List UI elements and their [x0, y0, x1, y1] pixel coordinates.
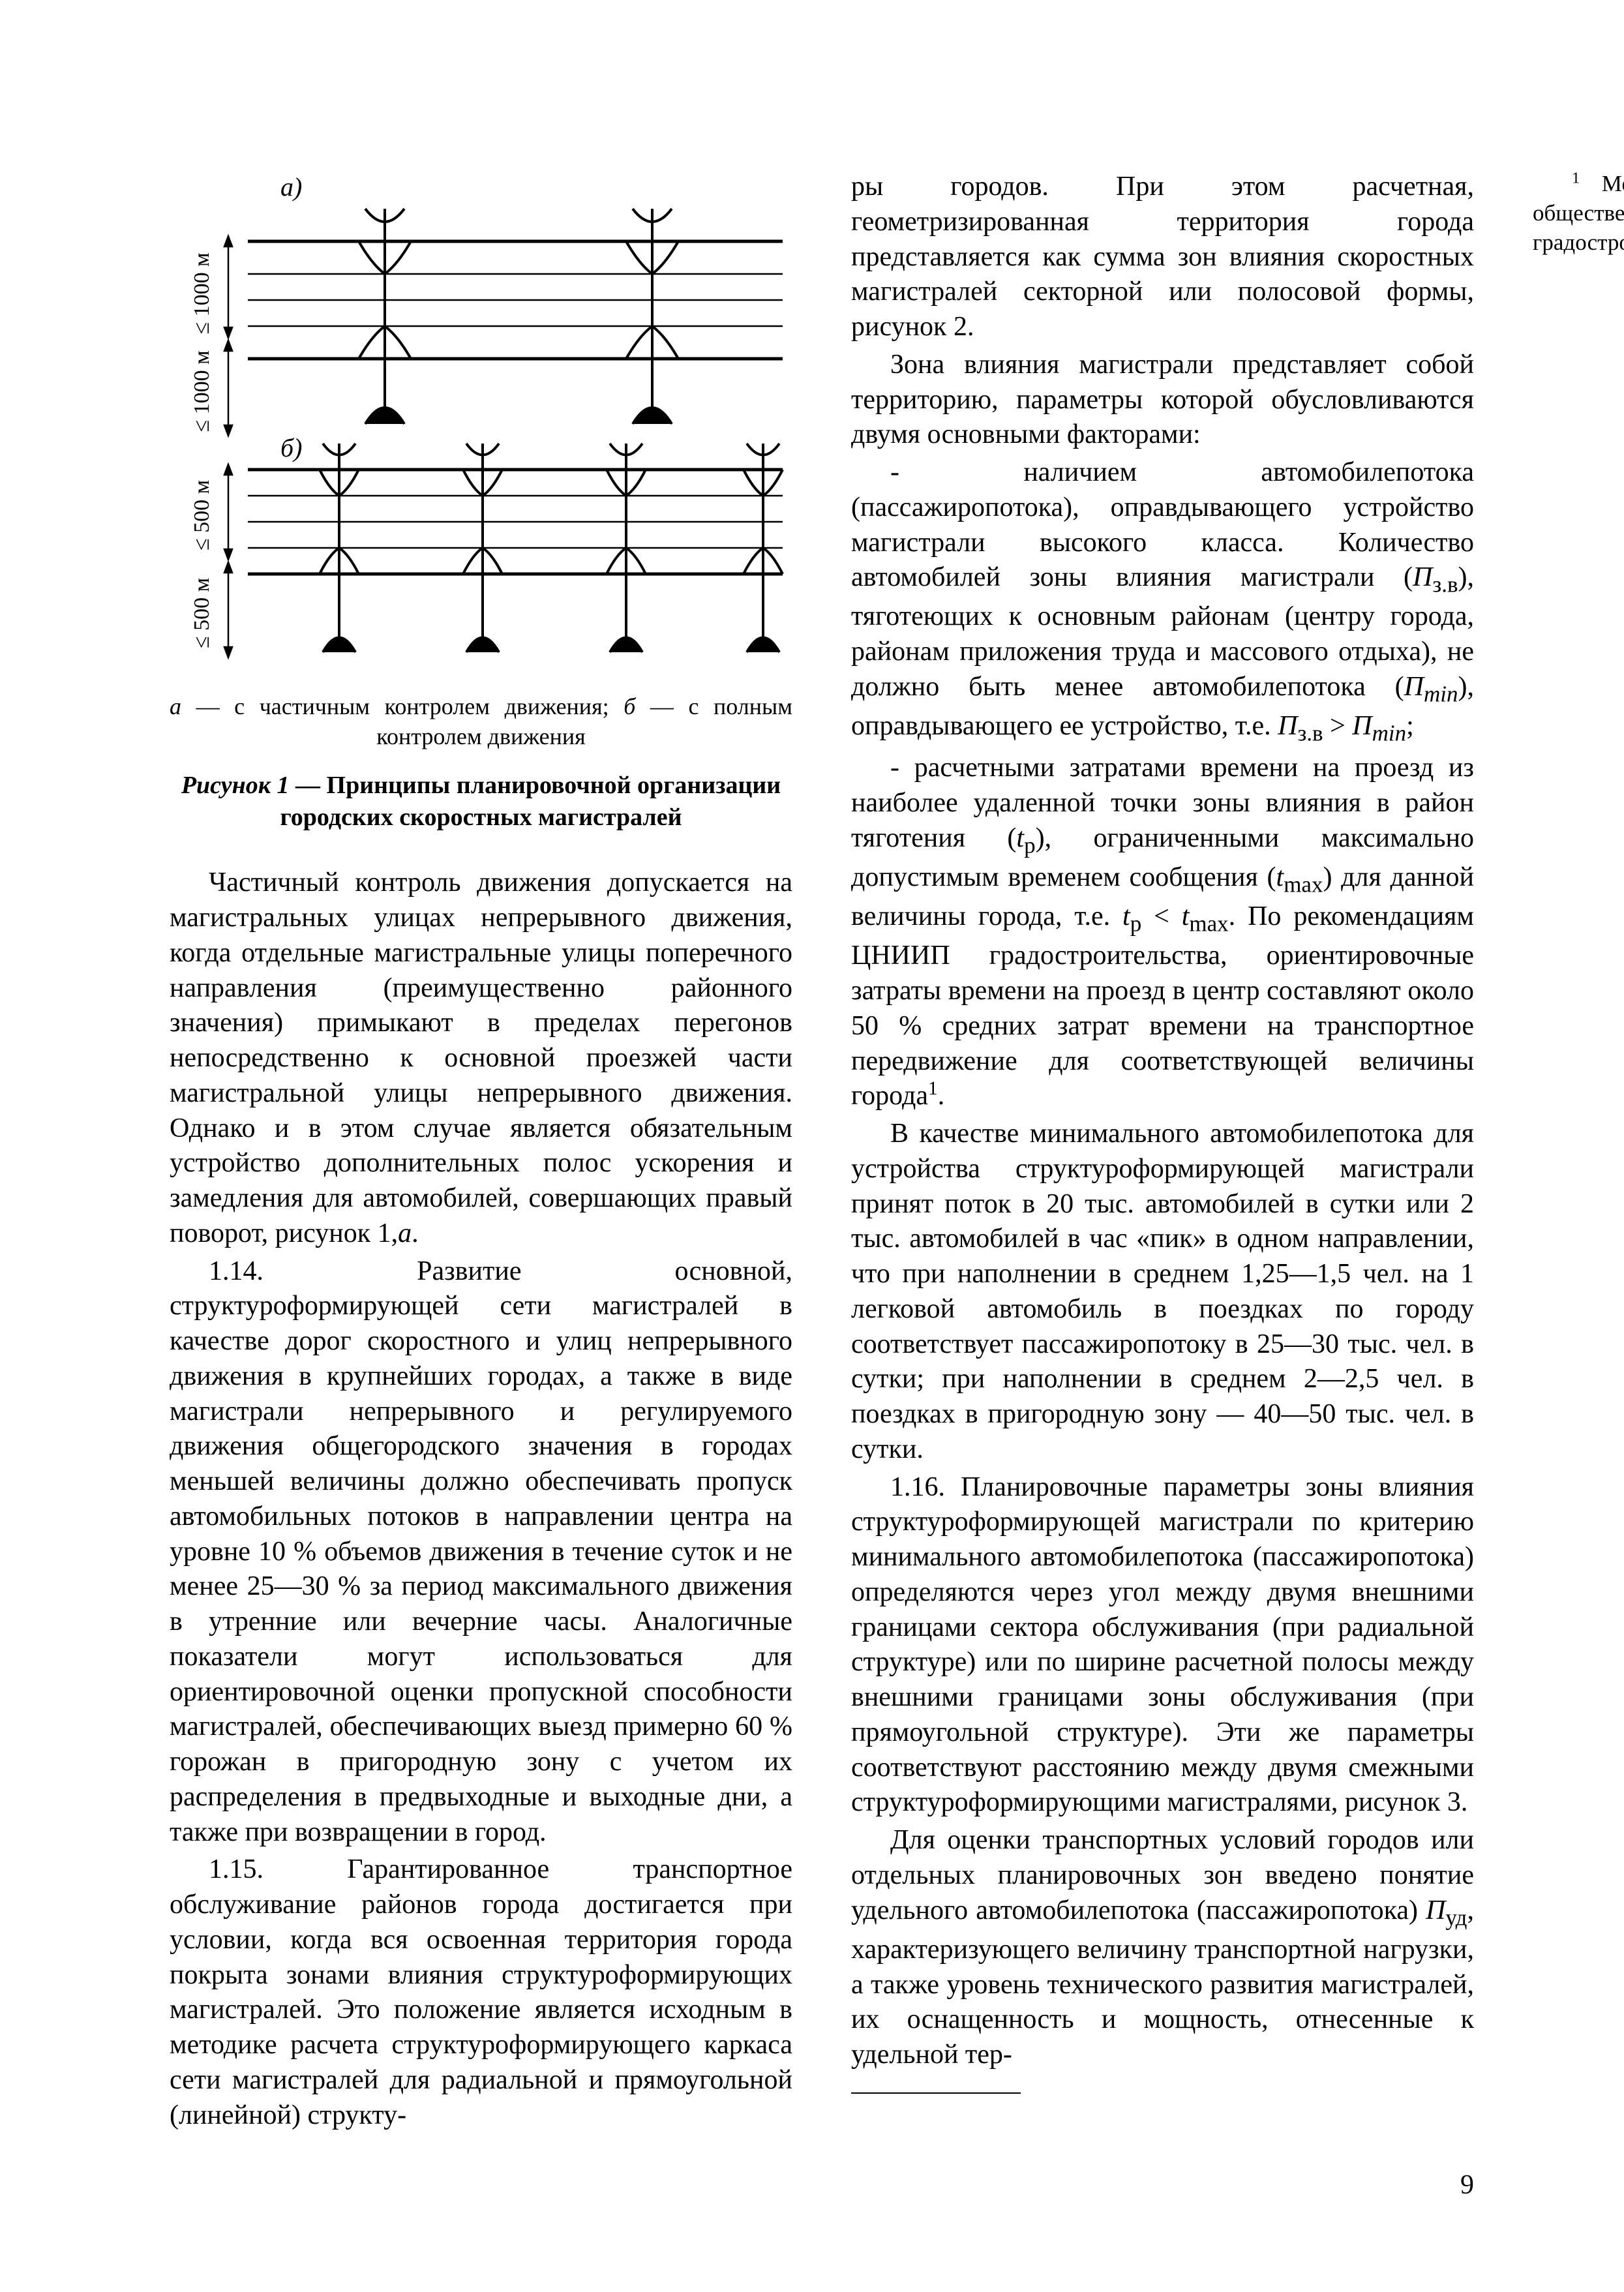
figure-svg: а) ≤ 1000 м ≤ 1000 м — [170, 170, 796, 678]
bullet-factor-2: - расчетными затратами времени на проезд… — [851, 751, 1474, 1114]
para-1-15-cont: ры городов. При этом расчетная, геометри… — [851, 170, 1474, 345]
svg-text:≤ 1000 м: ≤ 1000 м — [190, 350, 214, 432]
svg-text:б): б) — [280, 433, 302, 462]
bullet-factor-1: - наличием автомобилепотока (пассажиропо… — [851, 455, 1474, 748]
footnote-1: 1 Методические указания по проектировани… — [1533, 170, 1624, 257]
svg-text:≤ 500 м: ≤ 500 м — [190, 480, 214, 550]
footnote-rule — [851, 2092, 1021, 2094]
svg-text:≤ 1000 м: ≤ 1000 м — [190, 252, 214, 334]
para-specific-flow: Для оценки транспортных условий городов … — [851, 1823, 1474, 2073]
svg-text:а): а) — [280, 172, 302, 202]
para-1-14: 1.14. Развитие основной, структуроформир… — [170, 1254, 792, 1850]
para-zone-intro: Зона влияния магистрали представляет соб… — [851, 348, 1474, 453]
figure-1: а) ≤ 1000 м ≤ 1000 м — [170, 170, 792, 678]
page-number: 9 — [1460, 2169, 1474, 2201]
para-1-16: 1.16. Планировочные параметры зоны влиян… — [851, 1470, 1474, 1821]
para-partial-control: Частичный контроль движения допускается … — [170, 866, 792, 1251]
para-min-flow: В качестве минимального автомобилепотока… — [851, 1117, 1474, 1468]
figure-title: Рисунок 1 — Принципы планировочной орган… — [170, 770, 792, 833]
svg-text:≤ 500 м: ≤ 500 м — [190, 578, 214, 648]
para-1-15: 1.15. Гарантированное транспортное обслу… — [170, 1852, 792, 2133]
figure-caption: а — с частичным контролем движения; б — … — [170, 691, 792, 751]
